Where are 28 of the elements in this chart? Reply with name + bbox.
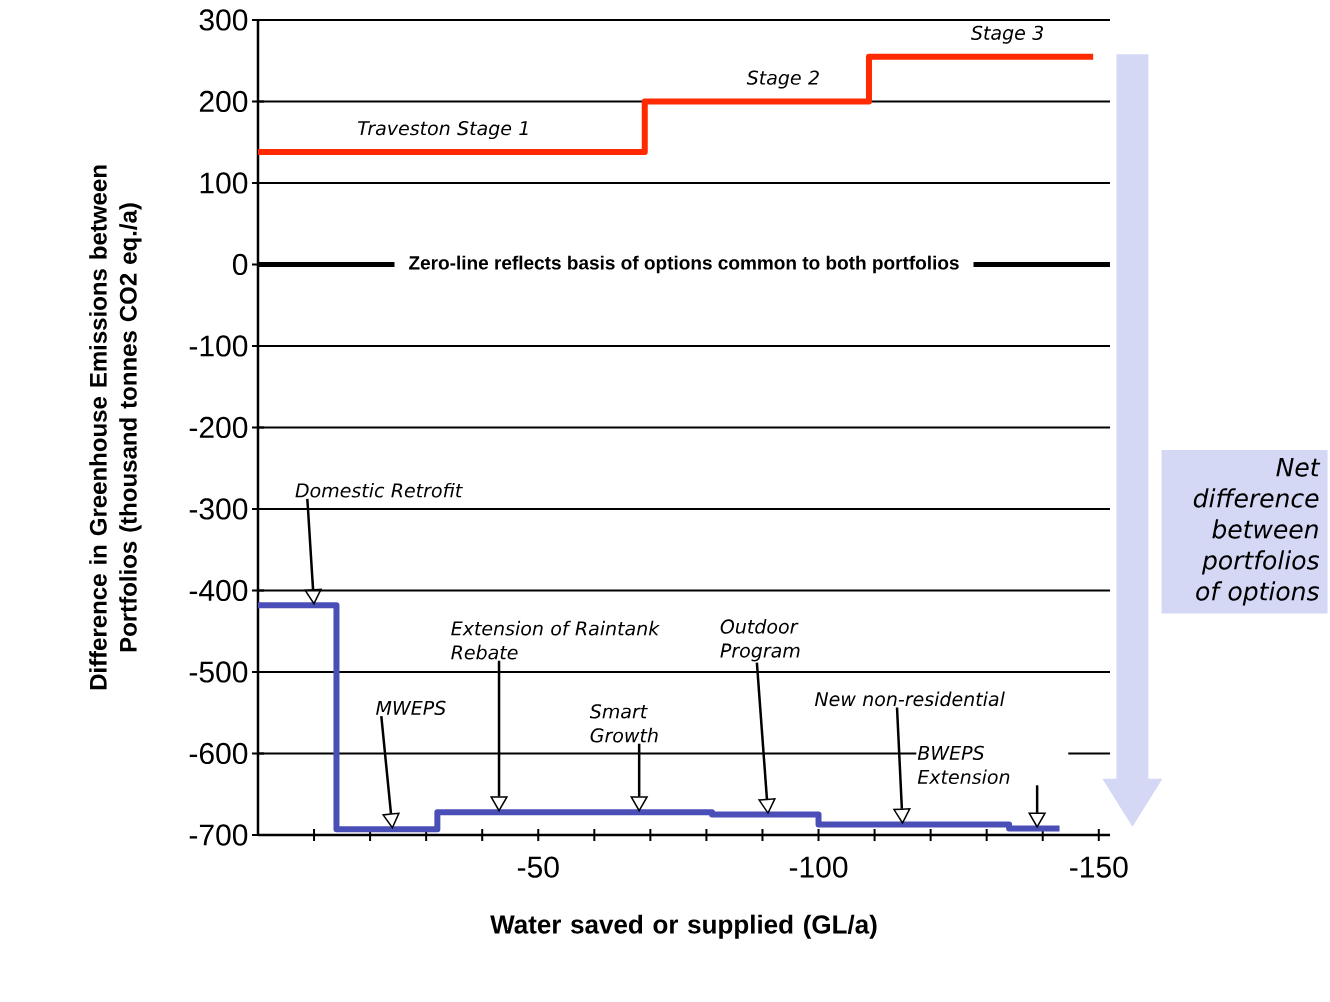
y-tick-label: 100 — [200, 172, 248, 194]
x-tick-label: -50 — [517, 856, 559, 878]
y-tick-label: -300 — [189, 498, 248, 520]
annotation: New non-residential — [814, 691, 1005, 707]
y-tick-label: -200 — [189, 416, 248, 439]
annotation: Extension of Raintank Rebate — [451, 620, 660, 660]
annotation: Smart Growth — [589, 704, 658, 743]
annotation: Outdoor Program — [720, 619, 800, 662]
y-tick-label: 200 — [199, 90, 248, 113]
annotation: Traveston Stage 1 — [358, 121, 528, 140]
y-tick-label: 0 — [232, 253, 248, 276]
y-tick-label: -500 — [189, 661, 248, 683]
y-tick-label: 300 — [199, 9, 248, 31]
y-tick-label: -600 — [189, 742, 248, 765]
annotation: Domestic Retrofit — [295, 482, 463, 498]
text: Net difference between portfolios of options — [1193, 458, 1321, 606]
annotation: Stage 2 — [746, 70, 819, 89]
y-tick-label: -400 — [189, 579, 248, 602]
x-axis-title: Water saved or supplied (GL/a) — [490, 914, 877, 939]
x-tick-label: -100 — [789, 856, 848, 878]
y-tick-label: -700 — [189, 824, 248, 846]
x-tick-label: -150 — [1070, 856, 1128, 878]
annotation: Stage 3 — [971, 25, 1044, 44]
y-tick-label: -100 — [189, 335, 248, 357]
annotation: BWEPS Extension — [917, 745, 1010, 785]
annotation: MWEPS — [376, 700, 446, 716]
ref-line-label: Zero-line reflects basis of options common to both portfolios — [409, 255, 959, 274]
y-axis-title: Difference in Greenhouse Emissions between Portfolios (thousand tonnes CO2 eq./a) — [89, 165, 142, 690]
